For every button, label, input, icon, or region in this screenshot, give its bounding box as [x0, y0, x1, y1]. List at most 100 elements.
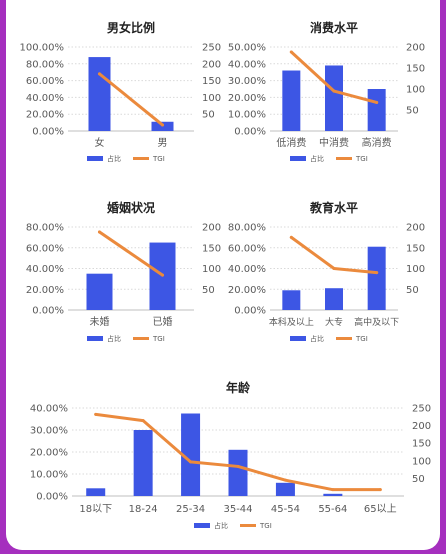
legend-swatch-bar	[194, 523, 210, 528]
y-left-tick-label: 40.00%	[228, 59, 266, 70]
chart-title: 年龄	[226, 380, 251, 395]
y-right-tick-label: 250	[412, 404, 431, 415]
y-left-tick-label: 0.00%	[36, 492, 68, 503]
y-right-tick-label: 200	[406, 223, 425, 234]
y-right-tick-label: 50	[412, 474, 425, 485]
y-right-tick-label: 200	[412, 421, 431, 432]
x-tick-label: 65以上	[364, 503, 397, 515]
tgi-point-18以下	[94, 412, 98, 416]
legend: 占比 TGI	[290, 154, 368, 163]
bar-低消费	[282, 70, 301, 131]
tgi-point-本科及以上	[289, 235, 293, 239]
y-right-tick-label: 50	[202, 285, 215, 296]
y-right-tick-label: 200	[202, 223, 221, 234]
y-right-tick-label: 100	[202, 93, 221, 104]
chart-4: 教育水平 0.00% 20.00% 40.00% 60.00% 80.00% 50 100 15…	[228, 200, 425, 343]
y-left-tick-label: 20.00%	[26, 110, 64, 121]
y-left-tick-label: 30.00%	[30, 426, 68, 437]
y-right-tick-label: 150	[412, 439, 431, 450]
y-right-tick-label: 100	[412, 456, 431, 467]
y-left-tick-label: 20.00%	[26, 285, 64, 296]
legend-label-line: TGI	[152, 335, 165, 343]
bar-本科及以上	[282, 290, 301, 310]
legend-label-line: TGI	[355, 335, 368, 343]
x-tick-label: 中消费	[319, 136, 349, 149]
tgi-point-中消费	[332, 89, 336, 93]
tgi-point-35-44	[236, 464, 240, 468]
x-tick-label: 大专	[325, 316, 343, 328]
y-right-tick-label: 100	[406, 85, 425, 96]
y-right-tick-label: 150	[202, 76, 221, 87]
chart-1: 男女比例 0.00% 20.00% 40.00% 60.00% 80.00% 100.00%…	[20, 20, 222, 163]
bar-中消费	[325, 65, 343, 131]
bar-55-64	[323, 493, 343, 496]
chart-title: 消费水平	[310, 20, 358, 35]
y-right-tick-label: 100	[202, 264, 221, 275]
y-left-tick-label: 30.00%	[228, 76, 266, 87]
tgi-line	[98, 230, 164, 277]
tgi-point-高消费	[375, 100, 379, 104]
y-left-tick-label: 0.00%	[234, 127, 266, 138]
legend-label-bar: 占比	[107, 154, 121, 163]
y-right-tick-label: 200	[406, 43, 425, 54]
tgi-point-未婚	[98, 230, 101, 234]
bar-高消费	[367, 89, 386, 131]
legend: 占比 TGI	[290, 334, 368, 343]
legend-swatch-bar	[290, 156, 306, 161]
legend-label-line: TGI	[355, 155, 368, 163]
y-left-tick-label: 10.00%	[228, 110, 266, 121]
y-left-tick-label: 60.00%	[228, 243, 266, 254]
x-tick-label: 女	[95, 136, 105, 149]
chart-title: 教育水平	[309, 200, 358, 215]
legend-label-line: TGI	[152, 155, 165, 163]
y-left-tick-label: 60.00%	[26, 243, 64, 254]
chart-3: 婚姻状况 0.00% 20.00% 40.00% 60.00% 80.00% 50 100 15…	[26, 200, 221, 343]
legend: 占比 TGI	[87, 334, 165, 343]
y-left-tick-label: 40.00%	[228, 264, 266, 275]
charts-canvas: 男女比例 0.00% 20.00% 40.00% 60.00% 80.00% 100.00%…	[20, 20, 432, 530]
y-right-tick-label: 150	[202, 243, 221, 254]
tgi-point-45-54	[283, 478, 287, 482]
legend-swatch-bar	[87, 156, 103, 161]
legend-label-bar: 占比	[310, 334, 324, 343]
y-left-tick-label: 10.00%	[30, 470, 68, 481]
y-left-tick-label: 80.00%	[26, 59, 64, 70]
y-right-tick-label: 200	[202, 59, 221, 70]
bar-35-44	[228, 449, 248, 496]
y-right-tick-label: 50	[406, 106, 419, 117]
y-left-tick-label: 0.00%	[32, 306, 64, 317]
y-left-tick-label: 60.00%	[26, 76, 64, 87]
y-left-tick-label: 100.00%	[20, 43, 65, 54]
tgi-point-65以上	[378, 488, 382, 492]
y-left-tick-label: 80.00%	[26, 223, 64, 234]
x-tick-label: 35-44	[223, 504, 252, 515]
bar-18以下	[86, 488, 106, 496]
tgi-point-低消费	[289, 50, 293, 54]
x-tick-label: 55-64	[318, 504, 347, 515]
y-left-tick-label: 0.00%	[32, 127, 64, 138]
legend: 占比 TGI	[87, 154, 165, 163]
y-right-tick-label: 100	[406, 264, 425, 275]
x-tick-label: 18-24	[129, 504, 158, 515]
chart-title: 婚姻状况	[107, 200, 155, 215]
bar-女	[88, 57, 111, 131]
bar-大专	[325, 288, 343, 310]
y-left-tick-label: 20.00%	[228, 93, 266, 104]
y-left-tick-label: 40.00%	[26, 264, 64, 275]
tgi-point-已婚	[161, 273, 164, 277]
tgi-line	[98, 72, 164, 127]
bar-18-24	[133, 430, 153, 496]
x-tick-label: 未婚	[90, 315, 110, 328]
y-left-tick-label: 0.00%	[234, 306, 266, 317]
x-tick-label: 低消费	[276, 136, 306, 149]
x-tick-label: 男	[158, 137, 168, 149]
y-right-tick-label: 150	[406, 243, 425, 254]
legend: 占比 TGI	[194, 521, 272, 530]
bar-高中及以下	[367, 246, 386, 310]
bar-未婚	[86, 273, 113, 310]
y-right-tick-label: 50	[202, 110, 215, 121]
tgi-point-55-64	[331, 488, 335, 492]
tgi-point-男	[161, 123, 164, 127]
y-left-tick-label: 20.00%	[30, 448, 68, 459]
x-tick-label: 高中及以下	[354, 316, 399, 328]
